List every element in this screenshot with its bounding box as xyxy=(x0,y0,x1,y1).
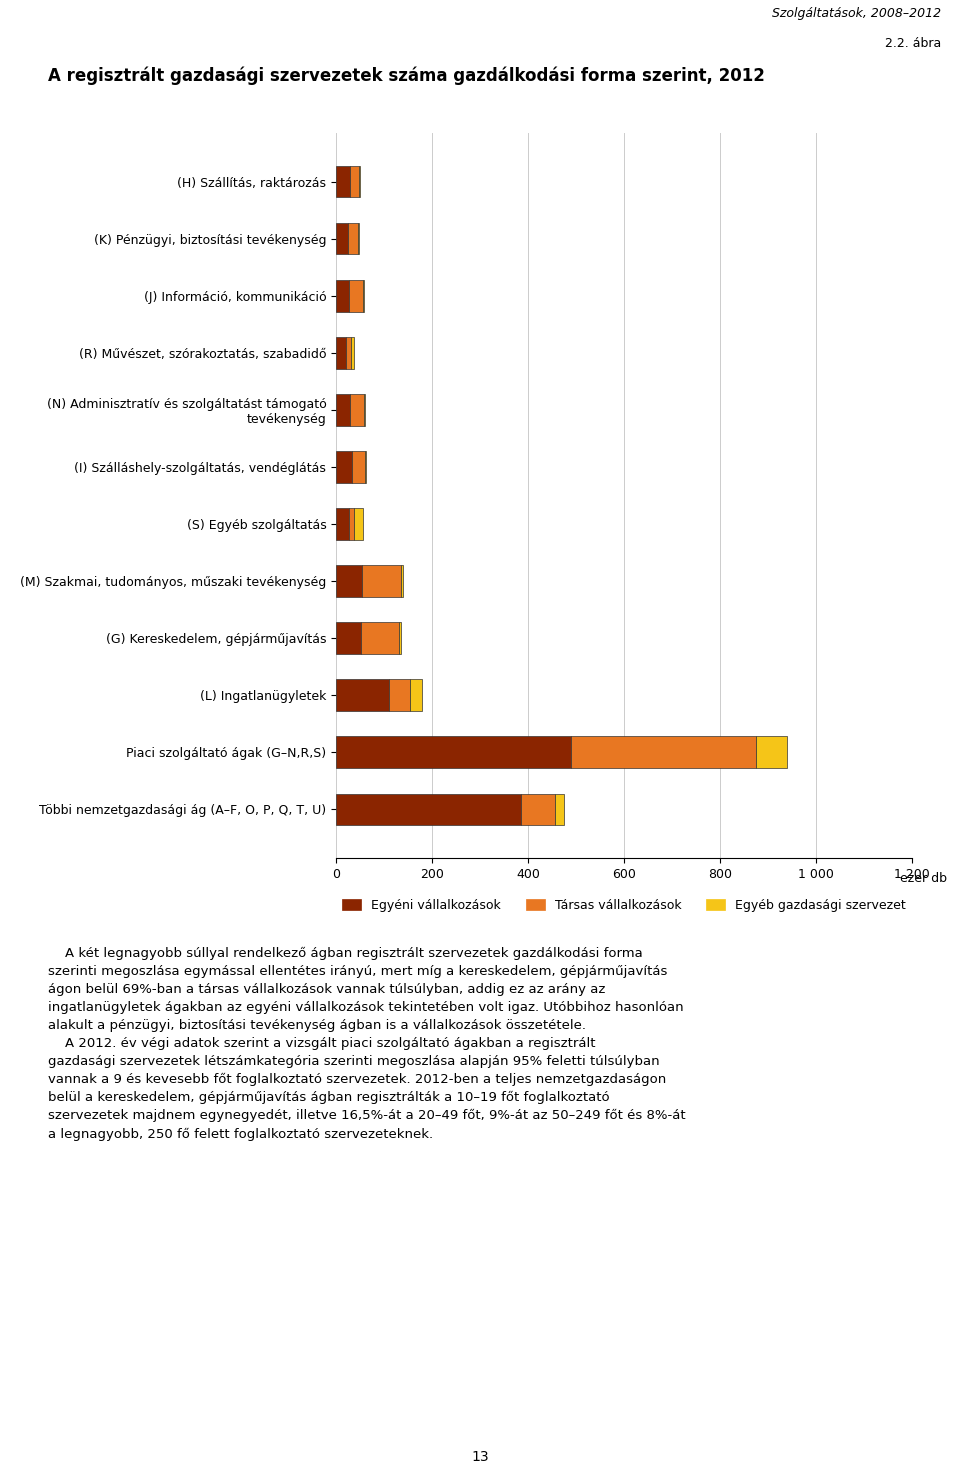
Bar xyxy=(354,509,363,540)
Bar xyxy=(357,223,359,254)
Bar xyxy=(336,794,520,825)
Bar xyxy=(336,280,349,312)
Bar xyxy=(336,166,350,197)
Bar xyxy=(361,623,399,654)
Bar xyxy=(336,451,351,482)
Bar xyxy=(336,737,571,768)
Bar xyxy=(362,565,400,596)
Bar xyxy=(336,337,346,368)
Bar xyxy=(350,166,359,197)
Text: A két legnagyobb súllyal rendelkező ágban regisztrált szervezetek gazdálkodási f: A két legnagyobb súllyal rendelkező ágba… xyxy=(48,947,685,1140)
Bar xyxy=(399,623,401,654)
Bar xyxy=(351,337,353,368)
Text: 13: 13 xyxy=(471,1451,489,1464)
Bar xyxy=(555,794,564,825)
Bar xyxy=(411,679,422,711)
Bar xyxy=(359,166,360,197)
Bar xyxy=(336,223,348,254)
Bar xyxy=(348,223,357,254)
Legend: Egyéni vállalkozások, Társas vállalkozások, Egyéb gazdasági szervezet: Egyéni vállalkozások, Társas vállalkozás… xyxy=(337,893,911,917)
Bar xyxy=(336,679,389,711)
Bar xyxy=(520,794,555,825)
Bar xyxy=(401,565,403,596)
Bar xyxy=(351,451,365,482)
Bar xyxy=(336,565,362,596)
Bar xyxy=(365,451,366,482)
Bar xyxy=(336,623,361,654)
Text: A regisztrált gazdasági szervezetek száma gazdálkodási forma szerint, 2012: A regisztrált gazdasági szervezetek szám… xyxy=(48,67,765,86)
Bar xyxy=(336,509,349,540)
Bar xyxy=(571,737,756,768)
Bar xyxy=(389,679,411,711)
Bar xyxy=(346,337,351,368)
Bar xyxy=(756,737,787,768)
Text: 2.2. ábra: 2.2. ábra xyxy=(884,37,941,50)
Bar xyxy=(336,395,350,426)
Bar xyxy=(350,395,364,426)
Text: Szolgáltatások, 2008–2012: Szolgáltatások, 2008–2012 xyxy=(772,7,941,21)
Bar xyxy=(364,395,365,426)
X-axis label: ezer db: ezer db xyxy=(900,873,947,886)
Bar xyxy=(349,280,363,312)
Bar xyxy=(349,509,354,540)
